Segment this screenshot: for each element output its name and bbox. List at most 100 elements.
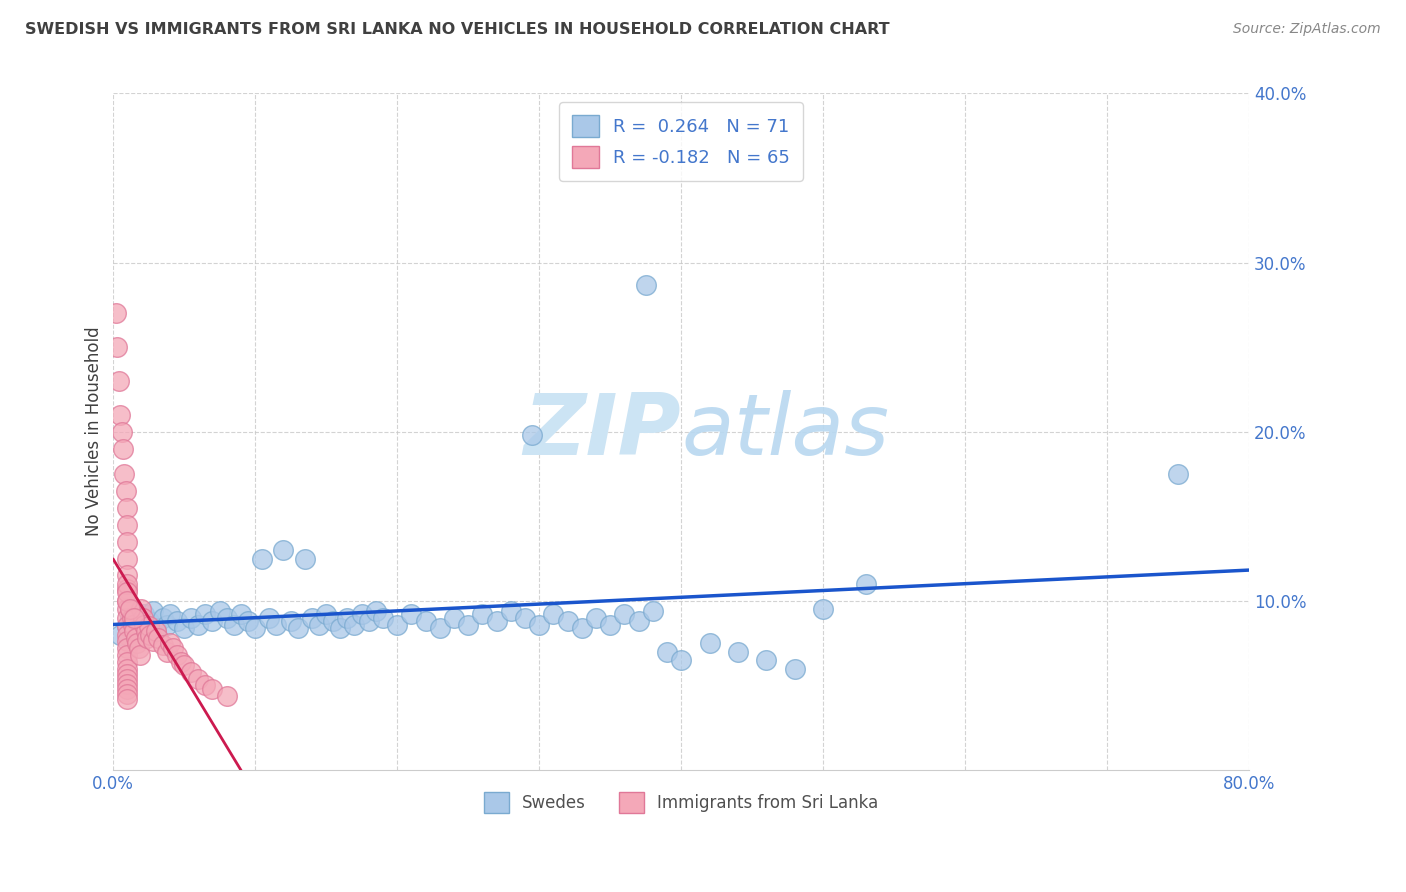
Point — [111, 442, 134, 456]
Point — [117, 594, 139, 608]
Point — [350, 607, 373, 622]
Point — [485, 614, 508, 628]
Point — [134, 617, 156, 632]
Point — [443, 611, 465, 625]
Point — [117, 534, 139, 549]
Point — [128, 641, 150, 656]
Point — [194, 607, 217, 622]
Point — [122, 617, 145, 632]
Point — [110, 425, 132, 439]
Point — [669, 653, 692, 667]
Point — [273, 543, 295, 558]
Point — [145, 624, 167, 639]
Point — [215, 689, 238, 703]
Point — [117, 687, 139, 701]
Point — [429, 621, 451, 635]
Point — [138, 619, 160, 633]
Point — [117, 611, 139, 625]
Point — [142, 604, 165, 618]
Point — [499, 604, 522, 618]
Point — [120, 611, 142, 625]
Point — [117, 500, 139, 515]
Point — [471, 607, 494, 622]
Point — [117, 568, 139, 582]
Point — [117, 619, 139, 633]
Point — [357, 614, 380, 628]
Point — [250, 551, 273, 566]
Point — [513, 611, 536, 625]
Point — [557, 614, 579, 628]
Point — [156, 617, 179, 632]
Point — [641, 604, 664, 618]
Point — [117, 641, 139, 656]
Point — [755, 653, 778, 667]
Point — [322, 614, 344, 628]
Text: SWEDISH VS IMMIGRANTS FROM SRI LANKA NO VEHICLES IN HOUSEHOLD CORRELATION CHART: SWEDISH VS IMMIGRANTS FROM SRI LANKA NO … — [25, 22, 890, 37]
Point — [783, 661, 806, 675]
Point — [117, 655, 139, 669]
Point — [117, 634, 139, 648]
Point — [117, 619, 139, 633]
Point — [104, 306, 127, 320]
Point — [173, 658, 195, 673]
Point — [201, 681, 224, 696]
Point — [415, 614, 437, 628]
Point — [117, 551, 139, 566]
Point — [117, 628, 139, 642]
Point — [259, 611, 281, 625]
Point — [222, 617, 245, 632]
Point — [543, 607, 565, 622]
Text: atlas: atlas — [681, 390, 889, 473]
Point — [162, 641, 184, 656]
Point — [127, 636, 149, 650]
Point — [727, 644, 749, 658]
Y-axis label: No Vehicles in Household: No Vehicles in Household — [86, 326, 103, 536]
Point — [142, 634, 165, 648]
Point — [129, 648, 152, 662]
Point — [401, 607, 423, 622]
Point — [166, 648, 188, 662]
Point — [108, 628, 131, 642]
Point — [329, 621, 352, 635]
Point — [371, 611, 394, 625]
Point — [308, 617, 330, 632]
Point — [699, 636, 721, 650]
Point — [117, 517, 139, 532]
Point — [117, 594, 139, 608]
Point — [585, 611, 607, 625]
Point — [117, 582, 139, 596]
Text: ZIP: ZIP — [523, 390, 681, 473]
Point — [108, 408, 131, 422]
Point — [166, 614, 188, 628]
Point — [128, 631, 150, 645]
Point — [187, 617, 209, 632]
Point — [236, 614, 259, 628]
Point — [301, 611, 323, 625]
Point — [124, 624, 146, 639]
Point — [117, 648, 139, 662]
Point — [159, 607, 181, 622]
Point — [855, 577, 877, 591]
Point — [520, 428, 543, 442]
Point — [152, 638, 174, 652]
Point — [811, 602, 834, 616]
Point — [229, 607, 252, 622]
Point — [152, 611, 174, 625]
Point — [114, 483, 136, 498]
Point — [266, 617, 288, 632]
Point — [117, 666, 139, 681]
Point — [107, 374, 129, 388]
Point — [117, 585, 139, 599]
Point — [117, 672, 139, 686]
Point — [117, 692, 139, 706]
Text: Source: ZipAtlas.com: Source: ZipAtlas.com — [1233, 22, 1381, 37]
Point — [138, 614, 160, 628]
Point — [173, 621, 195, 635]
Point — [180, 665, 202, 679]
Point — [613, 607, 636, 622]
Point — [336, 611, 359, 625]
Point — [134, 607, 156, 622]
Point — [627, 614, 650, 628]
Point — [599, 617, 621, 632]
Point — [385, 617, 408, 632]
